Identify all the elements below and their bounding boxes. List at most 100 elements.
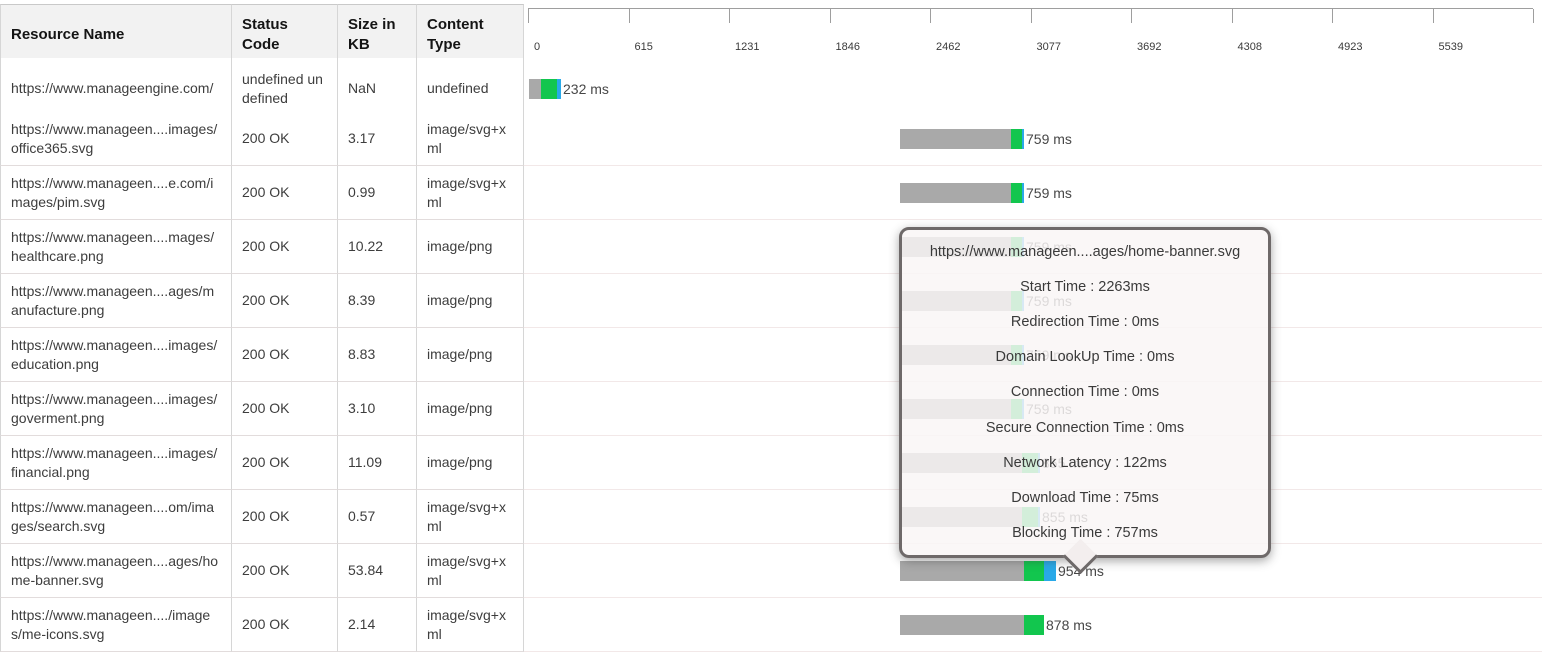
size-cell-text: 11.09 bbox=[348, 454, 382, 471]
axis-tick-label: 2462 bbox=[936, 41, 961, 53]
size-cell: 10.22 bbox=[338, 220, 417, 274]
bar-duration-label: 759 ms bbox=[1026, 130, 1072, 147]
resource-name-cell: https://www.manageen....e.com/images/pim… bbox=[0, 166, 232, 220]
axis-tick bbox=[628, 9, 630, 23]
size-cell-text: 3.10 bbox=[348, 400, 376, 417]
status-code-cell-text: 200 OK bbox=[242, 616, 290, 633]
waterfall-bar[interactable]: 878 ms bbox=[900, 614, 1092, 635]
axis-tick-label: 4308 bbox=[1237, 41, 1262, 53]
bar-segment-blue bbox=[1022, 128, 1024, 149]
content-type-cell-text: image/png bbox=[427, 454, 493, 471]
content-type-cell: image/png bbox=[417, 436, 524, 490]
status-code-cell-text: 200 OK bbox=[242, 184, 290, 201]
axis-tick bbox=[1131, 9, 1132, 23]
status-code-cell-text: undefined undefined bbox=[242, 70, 323, 106]
resource-name-cell-text: https://www.manageen....e.com/images/pim… bbox=[11, 174, 214, 210]
status-code-cell: 200 OK bbox=[232, 274, 338, 328]
resource-name-cell-text: https://www.manageen....mages/healthcare… bbox=[11, 228, 215, 264]
size-cell-text: 3.17 bbox=[348, 130, 376, 147]
tooltip-resource-name: https://www.manageen....ages/home-banner… bbox=[929, 243, 1241, 260]
bar-segment-blue bbox=[1022, 182, 1024, 203]
axis-tick-label: 1231 bbox=[735, 41, 760, 53]
waterfall-bar[interactable]: 954 ms bbox=[900, 560, 1104, 581]
status-code-cell: 200 OK bbox=[232, 220, 338, 274]
content-type-cell: image/png bbox=[417, 274, 524, 328]
tooltip-metric-line: Download Time : 75ms bbox=[1011, 490, 1159, 507]
size-cell-text: NaN bbox=[348, 80, 377, 97]
bar-segment-gray bbox=[529, 78, 541, 99]
waterfall-bar[interactable]: 759 ms bbox=[900, 128, 1072, 149]
axis-tick bbox=[1332, 9, 1333, 23]
tooltip-metric-line: Secure Connection Time : 0ms bbox=[985, 419, 1185, 436]
content-type-cell: image/svg+xml bbox=[417, 112, 524, 166]
axis-tick-label: 4923 bbox=[1338, 41, 1363, 53]
status-code-cell: 200 OK bbox=[232, 166, 338, 220]
tooltip-metric-line: Blocking Time : 757ms bbox=[1012, 525, 1158, 542]
content-type-cell: image/png bbox=[417, 220, 524, 274]
content-type-cell-text: image/png bbox=[427, 238, 493, 255]
axis-tick bbox=[729, 9, 730, 23]
content-type-cell-text: image/svg+xml bbox=[427, 120, 506, 156]
resource-name-cell-text: https://www.manageen....images/office365… bbox=[11, 120, 218, 156]
tooltip-metric-line: Domain LookUp Time : 0ms bbox=[995, 349, 1175, 366]
content-type-cell-text: image/svg+xml bbox=[427, 606, 506, 642]
resource-name-cell: https://www.manageen....images/office365… bbox=[0, 112, 232, 166]
tooltip-metric-line: Connection Time : 0ms bbox=[1010, 384, 1160, 401]
axis-tick bbox=[1533, 9, 1534, 23]
content-type-cell: image/svg+xml bbox=[417, 166, 524, 220]
bar-segment-blue bbox=[1044, 560, 1056, 581]
size-cell: 3.10 bbox=[338, 382, 417, 436]
resource-name-cell: https://www.manageen....images/education… bbox=[0, 328, 232, 382]
tooltip-metric-line: Start Time : 2263ms bbox=[1020, 278, 1150, 295]
timeline-cell: 878 ms bbox=[524, 598, 1542, 652]
size-cell-text: 2.14 bbox=[348, 616, 376, 633]
timeline-cell: 759 ms bbox=[524, 166, 1542, 220]
bar-segment-green bbox=[541, 78, 557, 99]
axis-tick-label: 1846 bbox=[835, 41, 860, 53]
waterfall-bar[interactable]: 759 ms bbox=[900, 182, 1072, 203]
resource-name-cell-text: https://www.manageen....ages/manufacture… bbox=[11, 282, 215, 318]
size-cell-text: 10.22 bbox=[348, 238, 384, 255]
waterfall-bar[interactable]: 232 ms bbox=[529, 78, 609, 99]
axis-tick bbox=[1432, 9, 1434, 23]
timeline-cell: 759 ms bbox=[524, 112, 1542, 166]
axis-tick-label: 5539 bbox=[1438, 41, 1463, 53]
content-type-cell: image/svg+xml bbox=[417, 598, 524, 652]
column-header-size-in-kb: Size in KB bbox=[338, 4, 417, 66]
size-cell-text: 53.84 bbox=[348, 562, 384, 579]
resource-table: Resource Name Status Code Size in KB Conten… bbox=[0, 4, 1542, 652]
content-type-cell: image/svg+xml bbox=[417, 544, 524, 598]
axis-tick-label: 3077 bbox=[1036, 41, 1061, 53]
status-code-cell-text: 200 OK bbox=[242, 508, 290, 525]
size-cell-text: 0.99 bbox=[348, 184, 376, 201]
bar-segment-blue bbox=[557, 78, 561, 99]
resource-name-cell-text: https://www.manageen....ages/home-banner… bbox=[11, 552, 219, 588]
status-code-cell-text: 200 OK bbox=[242, 292, 290, 309]
column-header-content-type: Content Type bbox=[417, 4, 524, 66]
tooltip-metric-line: Redirection Time : 0ms bbox=[1010, 314, 1160, 331]
size-cell: 0.57 bbox=[338, 490, 417, 544]
column-header-status-code: Status Code bbox=[232, 4, 338, 66]
resource-name-cell: https://www.manageen....om/images/search… bbox=[0, 490, 232, 544]
size-cell: 11.09 bbox=[338, 436, 417, 490]
status-code-cell-text: 200 OK bbox=[242, 400, 290, 417]
timeline-axis-header: 0 615 1231 1846 2462 3077 3692 4308 4923 5539 bbox=[524, 4, 1542, 66]
bar-segment-gray bbox=[900, 182, 1011, 203]
content-type-cell: image/svg+xml bbox=[417, 490, 524, 544]
resource-name-cell-text: https://www.manageen....images/education… bbox=[11, 336, 218, 372]
status-code-cell: 200 OK bbox=[232, 436, 338, 490]
size-cell: 53.84 bbox=[338, 544, 417, 598]
content-type-cell-text: image/png bbox=[427, 292, 493, 309]
status-code-cell-text: 200 OK bbox=[242, 238, 290, 255]
bar-duration-label: 878 ms bbox=[1046, 616, 1092, 633]
size-cell: 2.14 bbox=[338, 598, 417, 652]
size-cell-text: 8.39 bbox=[348, 292, 376, 309]
axis-tick-label: 0 bbox=[534, 41, 541, 53]
bar-segment-green bbox=[1024, 560, 1044, 581]
status-code-cell-text: 200 OK bbox=[242, 562, 290, 579]
content-type-cell-text: image/svg+xml bbox=[427, 174, 506, 210]
status-code-cell: undefined undefined bbox=[232, 58, 338, 120]
axis-tick-label: 3692 bbox=[1137, 41, 1162, 53]
status-code-cell-text: 200 OK bbox=[242, 346, 290, 363]
